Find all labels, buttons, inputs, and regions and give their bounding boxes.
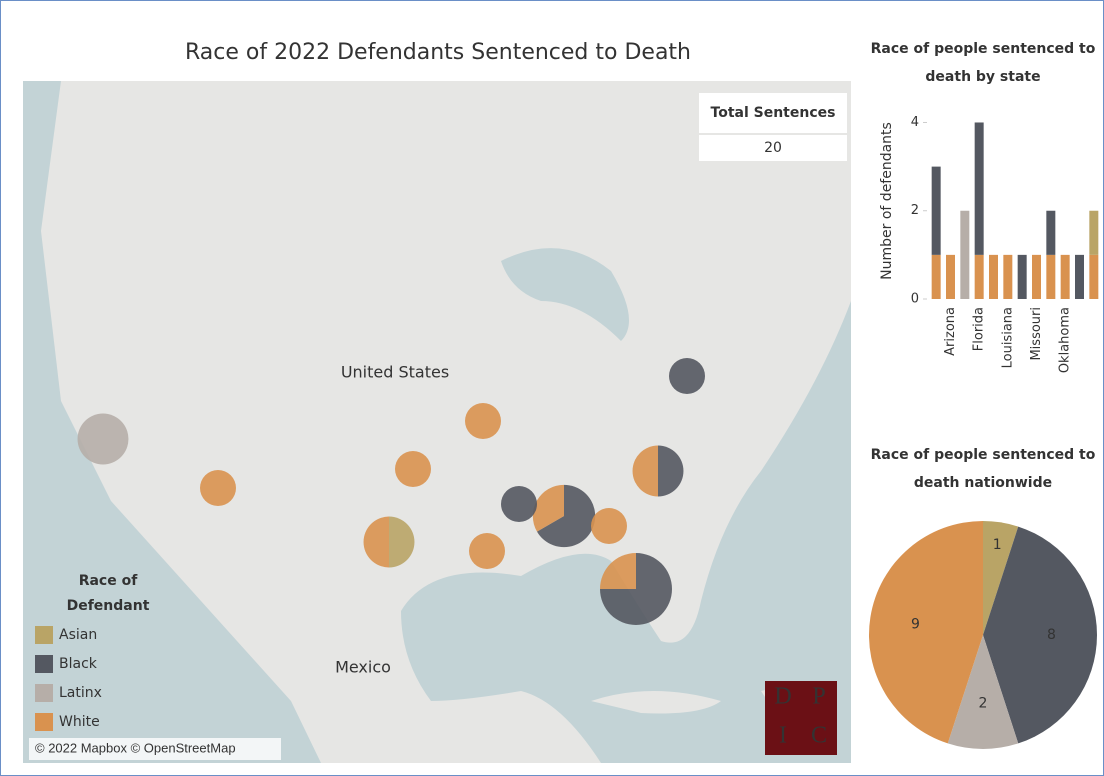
y-tick-label: 2 <box>911 203 919 218</box>
bar-segment <box>1032 254 1041 299</box>
great-lakes <box>501 248 629 341</box>
map-bubble-slice <box>532 484 564 532</box>
bar-segment <box>989 254 998 299</box>
pie-title: Race of people sentenced to death nation… <box>870 447 1096 491</box>
pie-slice <box>868 521 983 744</box>
legend-label: Latinx <box>59 685 102 701</box>
pie-label: 8 <box>1047 627 1056 643</box>
x-tick-label: Oklahoma <box>1058 307 1073 373</box>
map-bubble-slice <box>200 470 236 506</box>
pie-label: 9 <box>911 616 920 632</box>
total-value-box <box>699 135 847 161</box>
bar-segment <box>1046 254 1056 299</box>
map-label: United States <box>341 363 449 382</box>
logo <box>765 681 837 755</box>
pie-label: 1 <box>993 537 1002 553</box>
legend-label: Black <box>59 656 98 672</box>
bar-segment <box>931 166 941 255</box>
map-bubble-slice <box>395 451 431 487</box>
map-bubble-slice <box>632 445 658 497</box>
legend-title: Race of Defendant <box>66 573 150 614</box>
map-bubble-slice <box>363 516 389 568</box>
atlantic-gulf <box>401 301 851 763</box>
y-tick-label: 4 <box>911 115 919 130</box>
pie-slice <box>947 635 1019 750</box>
attribution-bg <box>29 738 281 760</box>
legend-label: White <box>59 714 100 730</box>
total-value: 20 <box>764 140 782 156</box>
pie-slice <box>983 521 1019 635</box>
legend-swatch <box>35 655 53 673</box>
x-tick-label: Florida <box>972 307 987 351</box>
title: Race of 2022 Defendants Sentenced to Dea… <box>185 40 691 65</box>
map-bubble-slice <box>591 508 627 544</box>
pie-slice <box>983 526 1098 744</box>
bar-segment <box>974 122 984 255</box>
map-bubble-slice <box>537 484 596 548</box>
attribution: © 2022 Mapbox © OpenStreetMap <box>35 740 236 755</box>
bar-title: Race of people sentenced to death by sta… <box>870 41 1096 85</box>
bar-segment <box>931 254 941 299</box>
logo-letter: C <box>811 723 827 749</box>
y-tick-label: 0 <box>911 292 919 307</box>
legend-label: Asian <box>59 627 97 643</box>
map-label: Mexico <box>335 658 391 677</box>
pacific <box>23 81 321 763</box>
pie-label: 2 <box>979 695 988 711</box>
bar-segment <box>1046 210 1056 255</box>
total-label: Total Sentences <box>711 105 836 121</box>
bar-segment <box>974 254 984 299</box>
legend-swatch <box>35 713 53 731</box>
map-bubble-slice <box>389 516 415 568</box>
bar-segment <box>1089 210 1099 255</box>
bar-segment <box>960 210 970 299</box>
logo-letter: I <box>779 723 787 749</box>
x-tick-label: Louisiana <box>1000 307 1015 368</box>
bar-segment <box>1089 254 1099 299</box>
map-bubble-slice <box>469 533 505 569</box>
map-bubble-slice <box>501 486 537 522</box>
total-box <box>699 93 847 133</box>
bar-segment <box>946 254 955 299</box>
bar-segment <box>1060 254 1070 299</box>
map-bubble-slice <box>77 413 129 465</box>
legend-swatch <box>35 684 53 702</box>
bar-segment <box>1003 254 1013 299</box>
bar-segment <box>1017 254 1027 299</box>
map-bubble-slice <box>669 358 705 394</box>
x-tick-label: Missouri <box>1029 307 1044 361</box>
logo-letter: D <box>774 684 791 710</box>
y-axis-title: Number of defendants <box>879 122 895 280</box>
x-tick-label: Arizona <box>943 307 958 356</box>
map-bubble-slice <box>465 403 501 439</box>
legend-swatch <box>35 626 53 644</box>
map-bubble-slice <box>600 553 636 589</box>
map-bubble-slice <box>658 445 684 497</box>
bar-segment <box>1075 254 1084 299</box>
logo-letter: P <box>812 684 825 710</box>
